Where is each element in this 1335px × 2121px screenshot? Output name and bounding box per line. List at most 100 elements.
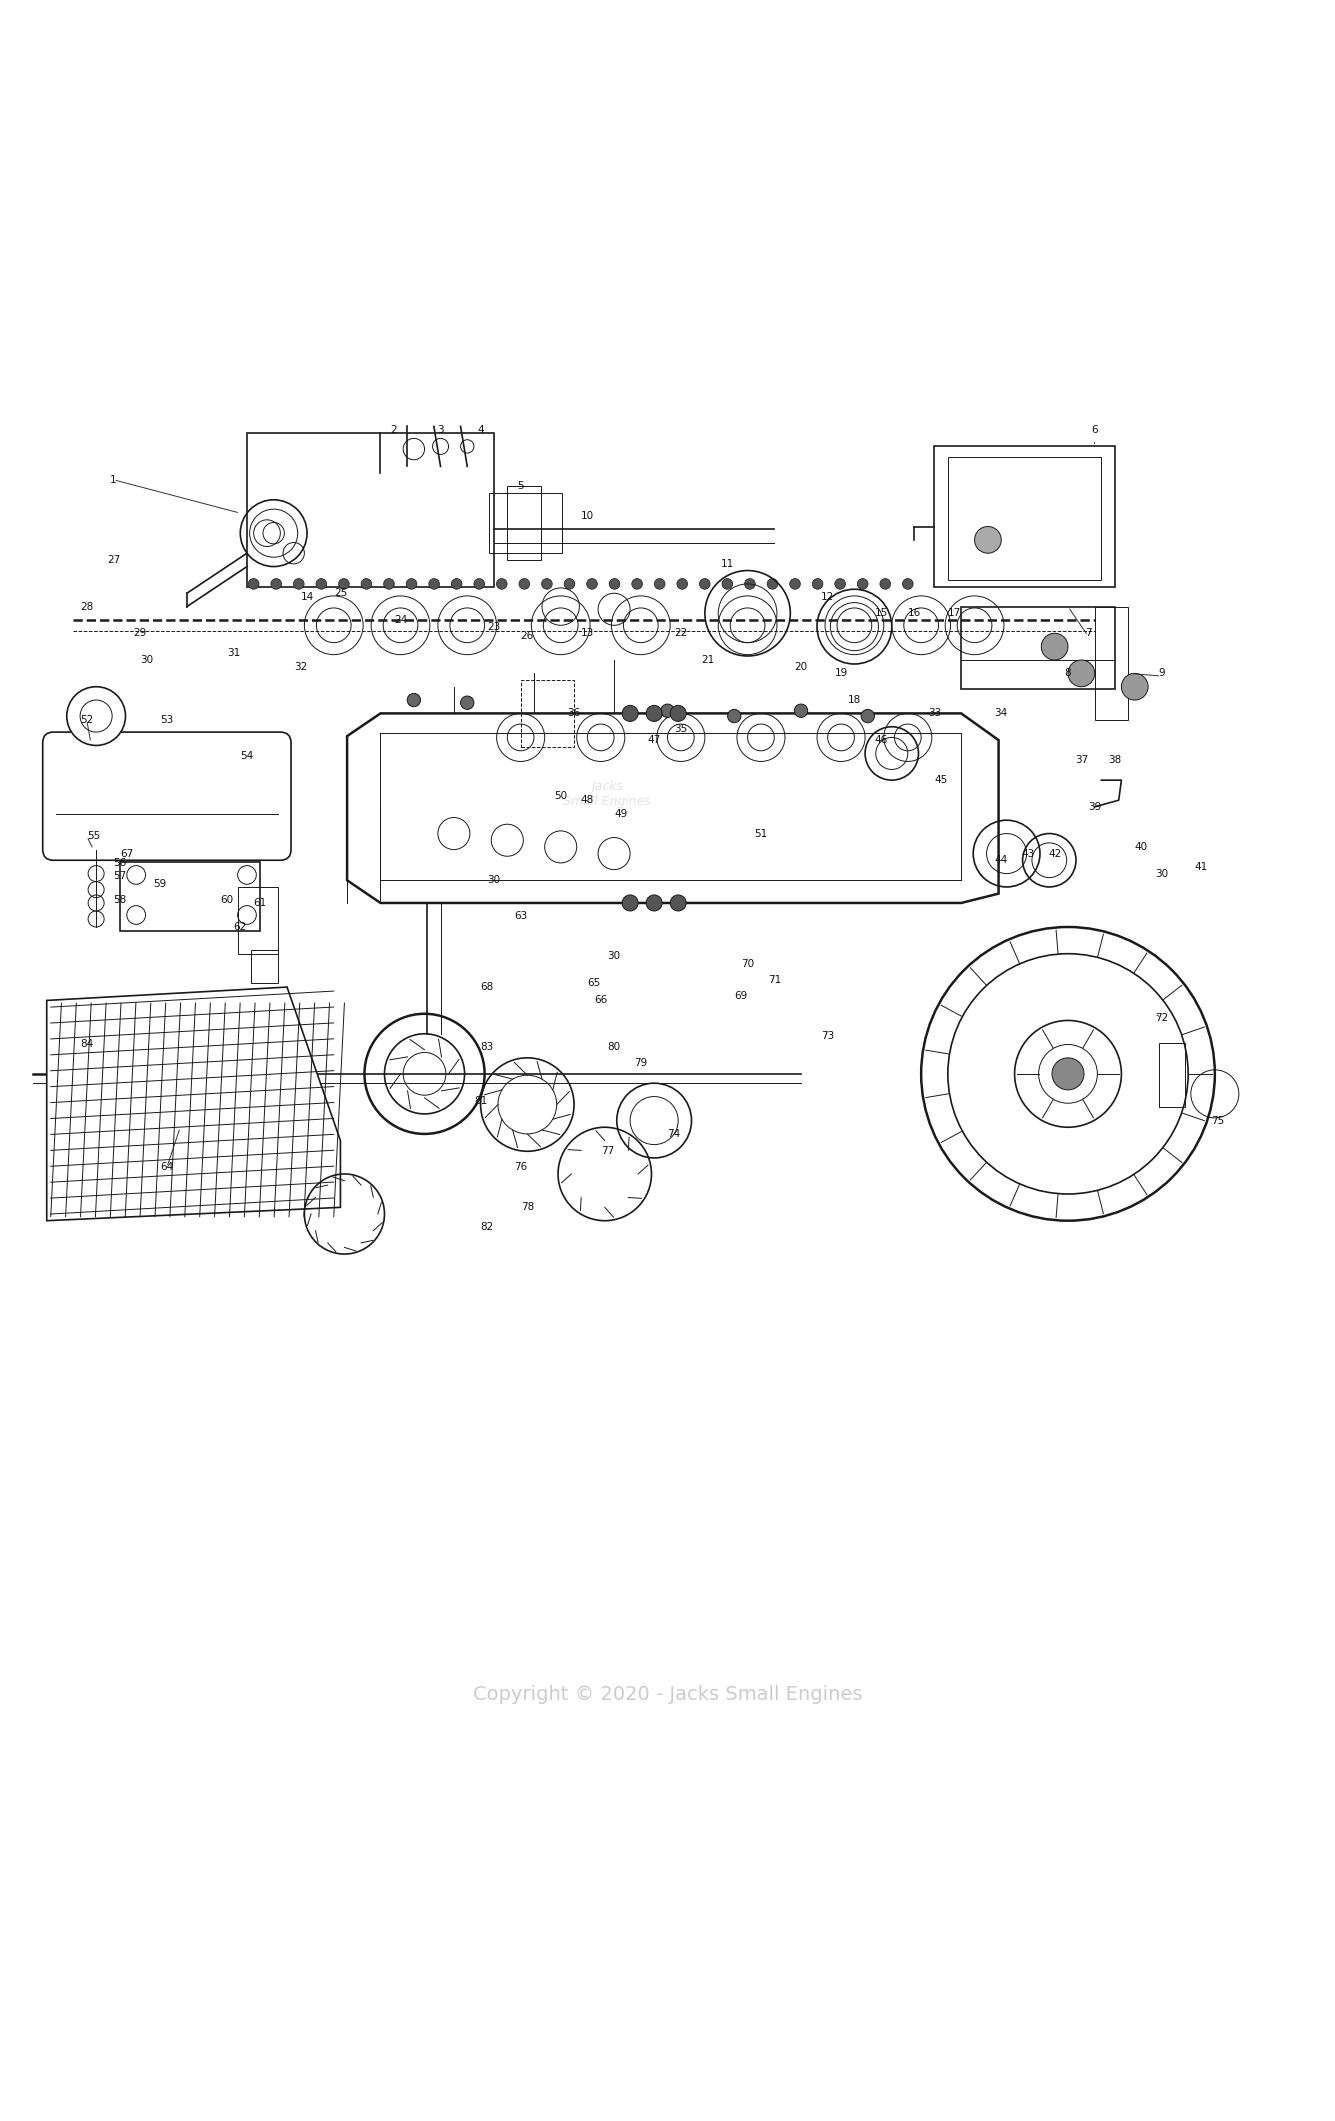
Text: 2: 2 (391, 426, 396, 435)
Text: 5: 5 (518, 481, 523, 492)
Bar (489, 492, 562, 554)
Text: 39: 39 (1088, 802, 1101, 812)
Circle shape (768, 579, 778, 590)
Text: 70: 70 (741, 959, 754, 969)
Text: 68: 68 (481, 982, 494, 993)
Text: 37: 37 (1075, 755, 1088, 766)
Text: 30: 30 (1155, 870, 1168, 878)
Text: 52: 52 (80, 715, 93, 725)
Text: 38: 38 (1108, 755, 1121, 766)
Text: 40: 40 (1135, 842, 1148, 853)
Polygon shape (347, 713, 999, 904)
Text: 30: 30 (140, 655, 154, 666)
Text: 82: 82 (481, 1222, 494, 1232)
Text: Jacks
Small Engines: Jacks Small Engines (563, 781, 651, 808)
Circle shape (67, 687, 125, 744)
Circle shape (834, 579, 845, 590)
Text: 29: 29 (134, 628, 147, 638)
Text: Copyright © 2020 - Jacks Small Engines: Copyright © 2020 - Jacks Small Engines (473, 1684, 862, 1703)
Text: 50: 50 (554, 791, 567, 802)
Bar (934, 445, 1115, 588)
Text: 64: 64 (160, 1162, 174, 1173)
Circle shape (646, 895, 662, 912)
Circle shape (861, 708, 874, 723)
Circle shape (271, 579, 282, 590)
Text: 72: 72 (1155, 1014, 1168, 1022)
Text: 19: 19 (834, 668, 848, 679)
Circle shape (1121, 672, 1148, 700)
Polygon shape (47, 986, 340, 1222)
Text: 81: 81 (474, 1097, 487, 1105)
Circle shape (622, 895, 638, 912)
Circle shape (812, 579, 822, 590)
Circle shape (631, 579, 642, 590)
Text: 13: 13 (581, 628, 594, 638)
Text: 9: 9 (1159, 668, 1164, 679)
Text: 41: 41 (1195, 861, 1208, 872)
Text: 75: 75 (1211, 1116, 1224, 1126)
Circle shape (661, 704, 674, 717)
Text: 63: 63 (514, 912, 527, 921)
Circle shape (728, 708, 741, 723)
Text: 32: 32 (294, 662, 307, 672)
Circle shape (700, 579, 710, 590)
Text: 59: 59 (154, 880, 167, 889)
Circle shape (542, 579, 553, 590)
Text: 8: 8 (1065, 668, 1071, 679)
Text: 60: 60 (220, 895, 234, 906)
Text: 56: 56 (113, 857, 127, 867)
Bar (948, 458, 1101, 579)
Text: 73: 73 (821, 1031, 834, 1041)
Text: 65: 65 (587, 978, 601, 988)
Text: 71: 71 (768, 976, 781, 986)
Circle shape (794, 704, 808, 717)
Text: 25: 25 (334, 588, 347, 598)
Circle shape (722, 579, 733, 590)
Text: 6: 6 (1092, 426, 1097, 435)
Text: 12: 12 (821, 592, 834, 602)
Text: 79: 79 (634, 1058, 647, 1069)
Bar (1095, 607, 1128, 719)
Text: 48: 48 (581, 795, 594, 806)
Bar (961, 607, 1115, 689)
Text: 77: 77 (601, 1145, 614, 1156)
Text: 78: 78 (521, 1203, 534, 1213)
Circle shape (407, 694, 421, 706)
Circle shape (1052, 1058, 1084, 1090)
Text: 17: 17 (948, 609, 961, 619)
Text: 42: 42 (1048, 848, 1061, 859)
Circle shape (975, 526, 1001, 554)
Text: 14: 14 (300, 592, 314, 602)
Text: 10: 10 (581, 511, 594, 522)
Text: 62: 62 (234, 923, 247, 931)
Circle shape (857, 579, 868, 590)
Text: 53: 53 (160, 715, 174, 725)
Circle shape (461, 696, 474, 708)
Text: 49: 49 (614, 808, 627, 819)
Text: 58: 58 (113, 895, 127, 906)
Circle shape (474, 579, 485, 590)
Text: 1: 1 (111, 475, 116, 486)
Circle shape (670, 895, 686, 912)
Circle shape (586, 579, 597, 590)
Circle shape (248, 579, 259, 590)
Text: 26: 26 (521, 630, 534, 641)
Text: 3: 3 (438, 426, 443, 435)
Circle shape (565, 579, 575, 590)
Text: 61: 61 (254, 897, 267, 908)
Circle shape (383, 579, 394, 590)
Text: 30: 30 (487, 876, 501, 884)
Circle shape (609, 579, 619, 590)
Text: 34: 34 (995, 708, 1008, 719)
Circle shape (294, 579, 304, 590)
Circle shape (360, 579, 371, 590)
Circle shape (677, 579, 688, 590)
Text: 7: 7 (1085, 628, 1091, 638)
Bar (247, 433, 494, 588)
Text: 23: 23 (487, 621, 501, 632)
Text: 66: 66 (594, 995, 607, 1005)
Bar (251, 950, 278, 982)
Text: 69: 69 (734, 991, 748, 1001)
Circle shape (519, 579, 530, 590)
Circle shape (451, 579, 462, 590)
